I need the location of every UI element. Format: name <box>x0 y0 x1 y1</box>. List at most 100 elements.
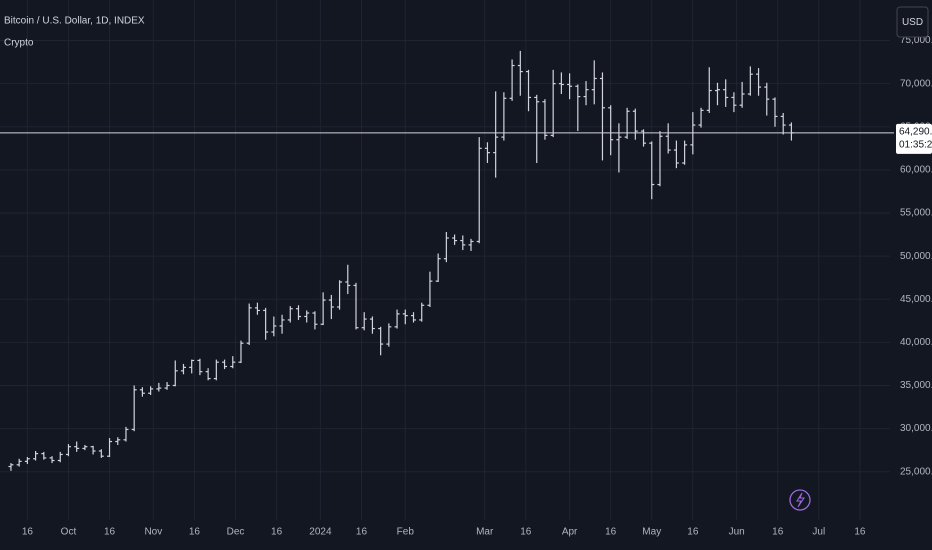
ohlc-bar <box>205 368 211 381</box>
ohlc-bar <box>254 302 260 315</box>
ohlc-bar <box>714 82 720 106</box>
x-tick-label: 16 <box>854 527 866 538</box>
ohlc-bar <box>394 309 400 329</box>
ohlc-bar <box>320 292 326 326</box>
ohlc-bar <box>599 72 605 161</box>
x-tick-label: 16 <box>687 527 699 538</box>
x-tick-label: 16 <box>189 527 201 538</box>
ohlc-bar <box>411 312 417 323</box>
ohlc-bar <box>747 66 753 96</box>
ohlc-bar <box>213 359 219 381</box>
ohlc-bar <box>460 235 466 251</box>
ohlc-bar <box>698 107 704 128</box>
ohlc-bar <box>16 458 22 467</box>
ohlc-bar <box>246 303 252 345</box>
x-tick-label: Mar <box>476 527 494 538</box>
ohlc-bar <box>33 451 39 461</box>
ohlc-bar <box>312 311 318 330</box>
ohlc-bar <box>156 382 162 392</box>
x-tick-label: 16 <box>605 527 617 538</box>
ohlc-bar <box>287 306 293 323</box>
ohlc-bar <box>41 451 47 460</box>
ohlc-bar <box>682 140 688 165</box>
ohlc-bar <box>271 316 277 337</box>
ohlc-bar <box>369 316 375 334</box>
ohlc-bar <box>123 426 129 442</box>
y-tick-label: 25,000.00 <box>900 466 932 477</box>
ohlc-bar <box>295 305 301 320</box>
x-tick-label: Dec <box>227 527 245 538</box>
x-tick-label: 16 <box>772 527 784 538</box>
ohlc-bar <box>608 105 614 156</box>
ohlc-bar <box>657 131 663 187</box>
ohlc-bar <box>180 363 186 375</box>
y-tick-label: 60,000.00 <box>900 165 932 176</box>
ohlc-bar <box>304 310 310 323</box>
axes: 25,000.00 30,000.00 35,000.00 40,000.00 45,0… <box>0 35 932 538</box>
ohlc-bar <box>534 94 540 163</box>
x-tick-label: 16 <box>22 527 34 538</box>
currency-label: USD <box>902 17 923 28</box>
ohlc-bar <box>739 81 745 108</box>
ohlc-bar <box>624 107 630 139</box>
ohlc-bar <box>583 81 589 106</box>
ohlc-bar <box>328 294 334 320</box>
ohlc-bar <box>526 69 532 112</box>
ohlc-bar <box>131 385 137 432</box>
ohlc-bar <box>558 72 564 94</box>
x-tick-label: 16 <box>356 527 368 538</box>
ohlc-bar <box>24 457 30 464</box>
ohlc-bar <box>731 92 737 113</box>
lightning <box>796 492 805 508</box>
ohlc-bar <box>493 91 499 178</box>
x-tick-label: Jul <box>812 527 825 538</box>
ohlc-bar <box>649 141 655 200</box>
ohlc-bar <box>632 108 638 140</box>
ohlc-bar <box>65 444 71 457</box>
ohlc-bar <box>107 438 113 458</box>
y-tick-label: 35,000.00 <box>900 380 932 391</box>
last-price-box <box>896 123 932 154</box>
ohlc-bar <box>427 271 433 307</box>
y-tick-label: 75,000.00 <box>900 35 932 46</box>
ohlc-bar <box>673 140 679 169</box>
ohlc-bar <box>74 441 80 452</box>
ohlc-bar <box>82 444 88 451</box>
ohlc-bar <box>591 60 597 105</box>
ohlc-bar <box>435 253 441 282</box>
ohlc-bar <box>98 449 104 458</box>
ohlc-bar <box>90 445 96 455</box>
ohlc-bar <box>230 356 236 369</box>
ohlc-bar <box>279 314 285 334</box>
ohlc-bar <box>57 451 63 463</box>
ohlc-bar <box>419 302 425 322</box>
ohlc-bar <box>756 68 762 96</box>
ohlc-bar <box>263 307 269 340</box>
countdown-label: 01:35:27 <box>899 140 932 151</box>
ohlc-bar <box>509 59 515 101</box>
x-tick-label: 16 <box>520 527 532 538</box>
ohlc-bar <box>402 309 408 325</box>
bars <box>8 50 794 471</box>
x-tick-label: Nov <box>144 527 162 538</box>
x-tick-label: May <box>642 527 661 538</box>
x-tick-label: Feb <box>397 527 415 538</box>
currency-button[interactable] <box>896 6 929 38</box>
ohlc-bar <box>468 238 474 251</box>
chart-title: Bitcoin / U.S. Dollar, 1D, INDEX <box>4 16 145 27</box>
x-tick-label: 16 <box>271 527 283 538</box>
events-icon[interactable] <box>789 489 811 511</box>
ohlc-bar <box>567 73 573 100</box>
ohlc-bar <box>484 142 490 163</box>
ohlc-bar <box>345 264 351 295</box>
ohlc-bar <box>361 312 367 331</box>
ohlc-bar <box>550 69 556 138</box>
ohlc-bar <box>49 456 55 464</box>
y-tick-label: 55,000.00 <box>900 208 932 219</box>
y-tick-label: 50,000.00 <box>900 251 932 262</box>
x-tick-label: Jun <box>729 527 745 538</box>
ohlc-bar <box>723 79 729 107</box>
grid <box>0 0 890 520</box>
